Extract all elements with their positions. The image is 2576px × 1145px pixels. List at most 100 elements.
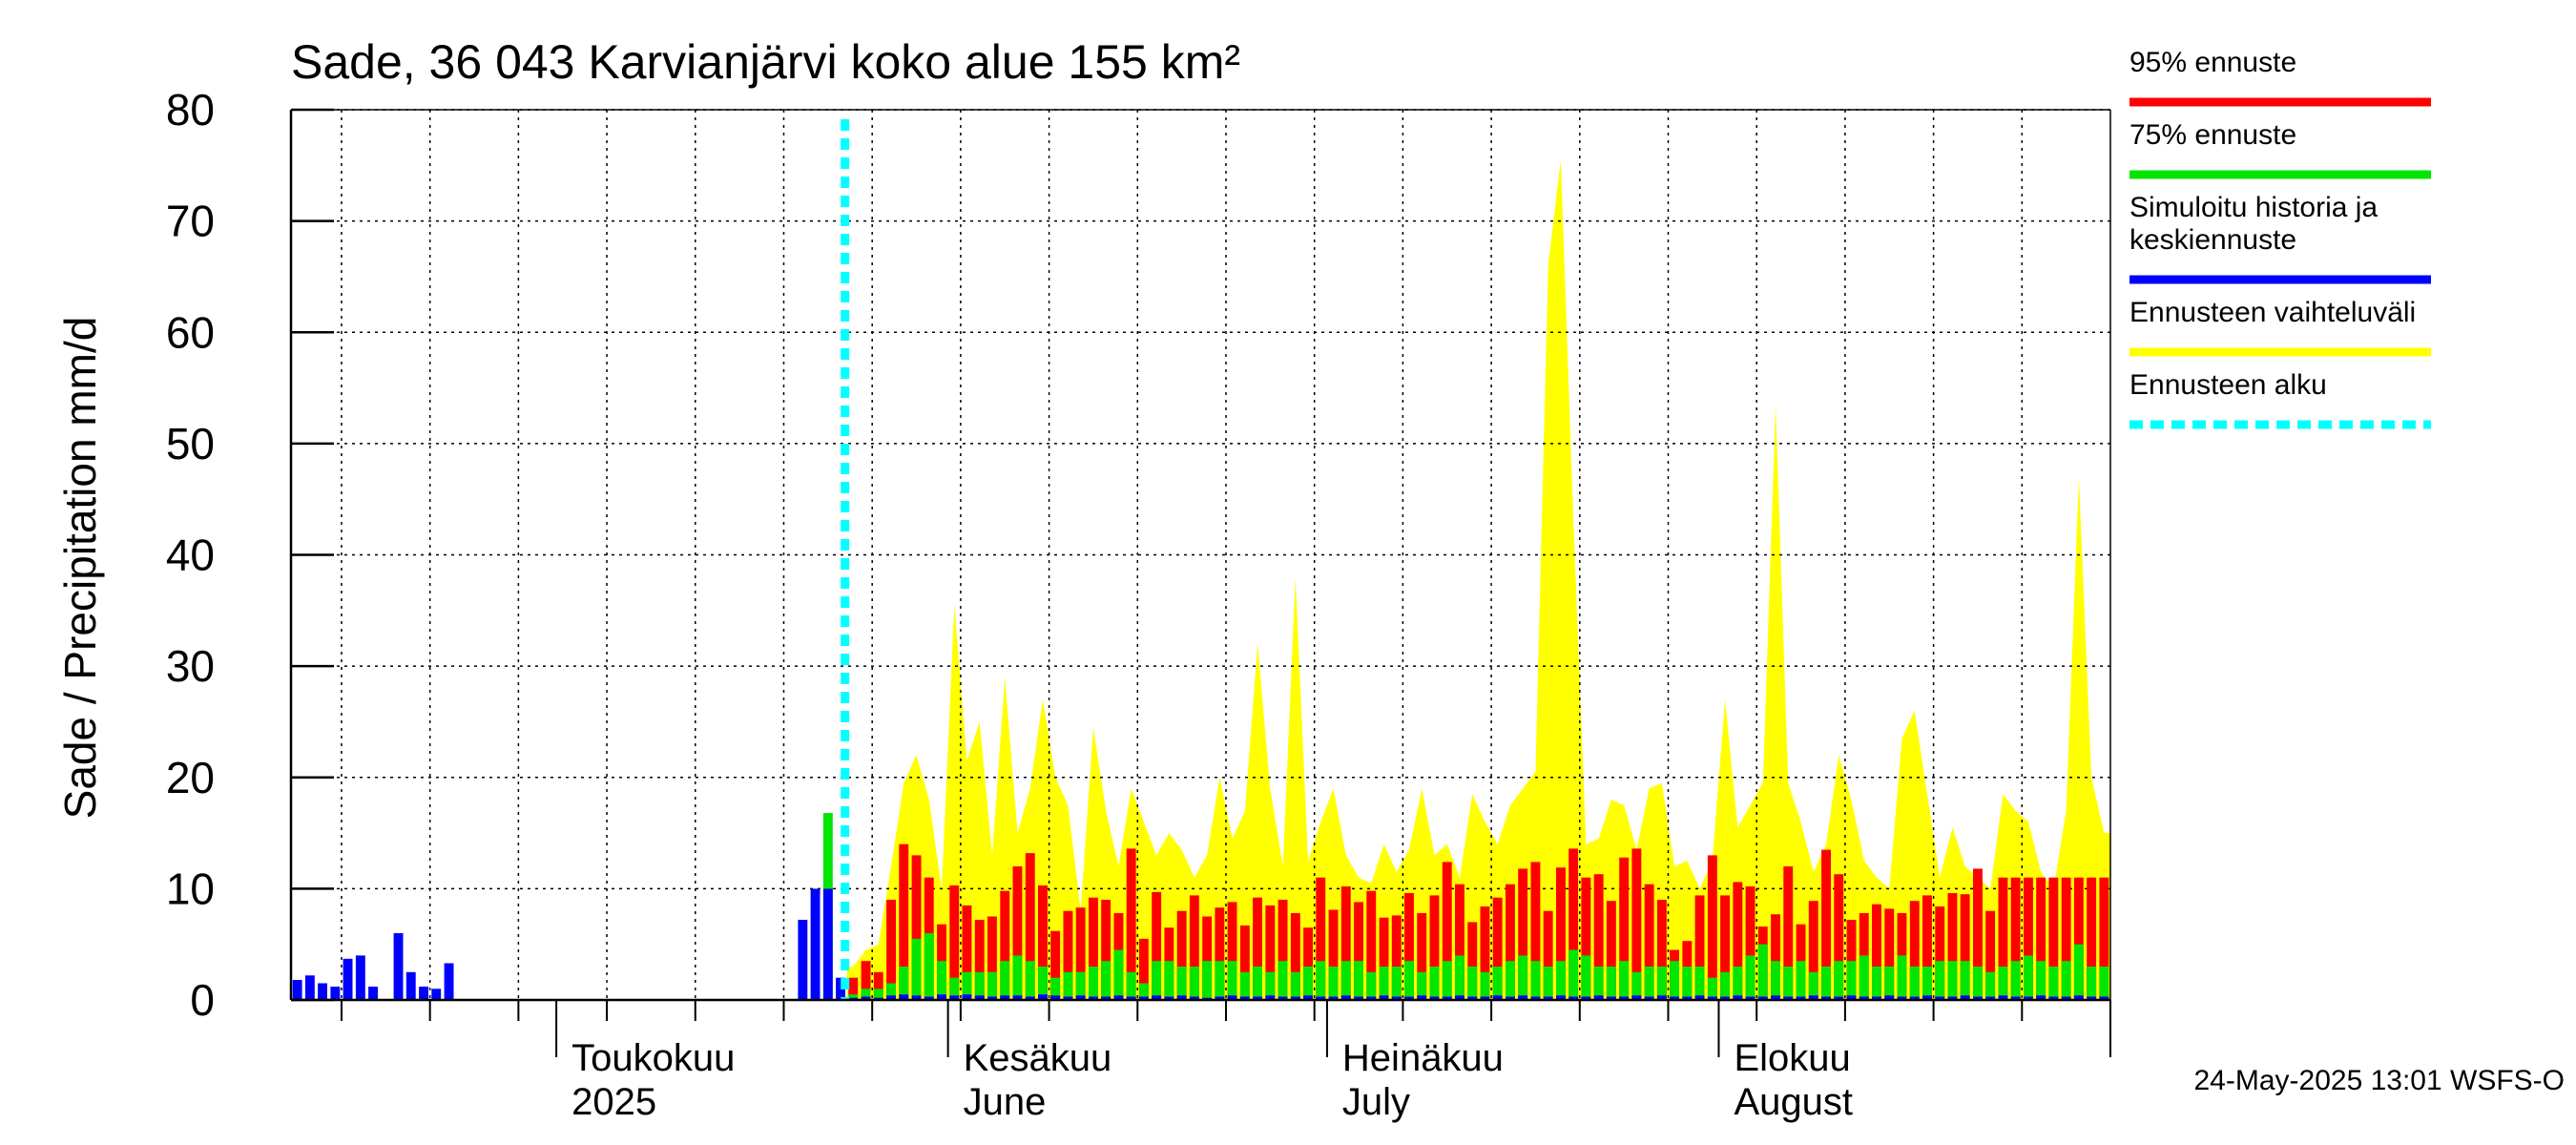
grid	[291, 109, 2110, 1000]
bar-mean	[1757, 996, 1768, 1000]
bar-p75	[848, 994, 859, 1000]
bar-mean	[1619, 996, 1630, 1000]
bar-p95	[1138, 938, 1149, 1000]
bar-p95	[1075, 907, 1086, 1000]
bar-p75	[1543, 967, 1553, 1000]
bar-p95	[1506, 884, 1515, 1000]
bar-p95	[1089, 897, 1098, 1000]
bar-p95	[1303, 927, 1313, 1000]
bar-p95	[1215, 907, 1225, 1000]
bar-mean	[1834, 996, 1844, 1000]
bar-p95	[1278, 900, 1288, 1000]
forecast-range-area	[846, 159, 2111, 1000]
bar-p95	[1442, 862, 1452, 1000]
bar-history	[431, 989, 442, 1000]
bar-mean	[1316, 996, 1326, 1000]
bar-p95	[1417, 913, 1427, 1000]
bar-p75	[1404, 961, 1414, 1000]
bar-mean	[2073, 995, 2084, 1000]
bar-p95	[848, 977, 859, 1000]
bar-mean	[1278, 996, 1288, 1000]
chart-title: Sade, 36 043 Karvianjärvi koko alue 155 …	[291, 35, 1240, 89]
bar-mean	[1530, 996, 1541, 1000]
bar-p75	[2036, 961, 2046, 1000]
bar-mean	[1354, 996, 1363, 1000]
bar-mean	[962, 994, 972, 1000]
bar-mean	[1783, 996, 1794, 1000]
bar-p95	[1467, 922, 1478, 1000]
bar-p95	[1656, 900, 1667, 1000]
bar-p75	[1757, 944, 1768, 1000]
bar-mean	[1126, 996, 1136, 1000]
bar-p75	[1278, 961, 1288, 1000]
bar-mean	[1543, 996, 1553, 1000]
bar-p95	[1202, 916, 1213, 1000]
bar-p95	[1429, 895, 1440, 1000]
bar-history	[355, 955, 365, 1000]
bar-mean	[1075, 995, 1086, 1000]
bar-p95	[1593, 874, 1604, 1000]
bar-mean	[1113, 995, 1124, 1000]
bar-p75	[1113, 949, 1124, 1000]
bar-mean	[1404, 996, 1414, 1000]
bar-mean	[924, 996, 934, 1000]
bar-p75	[924, 933, 934, 1000]
bar-p75	[1429, 967, 1440, 1000]
bar-p95	[886, 900, 896, 1000]
y-tick-label: 50	[166, 419, 215, 468]
bar-history	[330, 987, 341, 1000]
bar-mean	[1518, 995, 1528, 1000]
bar-mean	[1239, 996, 1250, 1000]
x-month-label: Elokuu	[1734, 1037, 1850, 1079]
bar-p75	[1985, 971, 1996, 1000]
bar-p75	[886, 983, 896, 1000]
bar-mean	[2087, 996, 2097, 1000]
bar-p75	[1518, 955, 1528, 1000]
bar-p75	[2087, 967, 2097, 1000]
bar-p75	[1089, 967, 1098, 1000]
bar-history	[419, 987, 428, 1000]
bar-mean	[1745, 996, 1755, 1000]
bar-p75	[1138, 983, 1149, 1000]
bar-p95	[1543, 910, 1553, 1000]
bar-mean	[2061, 996, 2071, 1000]
bar-p75	[1354, 961, 1363, 1000]
bar-p75	[1783, 967, 1794, 1000]
bar-p75	[1492, 967, 1503, 1000]
bar-p75	[1038, 967, 1048, 1000]
bar-mean	[1733, 995, 1743, 1000]
bar-p95	[1985, 910, 1996, 1000]
bar-p75	[1164, 961, 1174, 1000]
bar-p75	[911, 938, 922, 1000]
bar-mean	[1038, 994, 1048, 1000]
bar-p95	[1239, 925, 1250, 1000]
x-month-label: Kesäkuu	[964, 1037, 1112, 1079]
bar-mean	[1707, 996, 1717, 1000]
bar-p95	[1354, 902, 1363, 1000]
bar-p75	[1417, 971, 1427, 1000]
bar-p75	[1012, 955, 1023, 1000]
bar-p75	[1631, 971, 1642, 1000]
bar-p75	[2048, 967, 2059, 1000]
bar-p95	[1391, 915, 1402, 1000]
bar-p95	[1404, 893, 1414, 1000]
bar-p95	[1884, 908, 1895, 1000]
bar-p75	[1215, 961, 1225, 1000]
bar-p95	[1126, 848, 1136, 1000]
bar-p95	[1176, 910, 1187, 1000]
bar-p95	[974, 920, 985, 1000]
x-month-sublabel: August	[1734, 1081, 1853, 1123]
bar-p95	[1581, 877, 1591, 1000]
bar-p75	[949, 977, 960, 1000]
y-tick-label: 60	[166, 307, 215, 357]
bar-p95	[1101, 900, 1111, 1000]
bar-p75	[1707, 977, 1717, 1000]
bar-mean	[937, 994, 946, 1000]
bar-p95	[1556, 867, 1566, 1000]
bar-mean	[1998, 995, 2008, 1000]
legend: 95% ennuste 75% ennuste Simuloitu historia…	[2129, 47, 2431, 429]
y-tick-label: 30	[166, 641, 215, 691]
bar-mean	[1506, 996, 1515, 1000]
